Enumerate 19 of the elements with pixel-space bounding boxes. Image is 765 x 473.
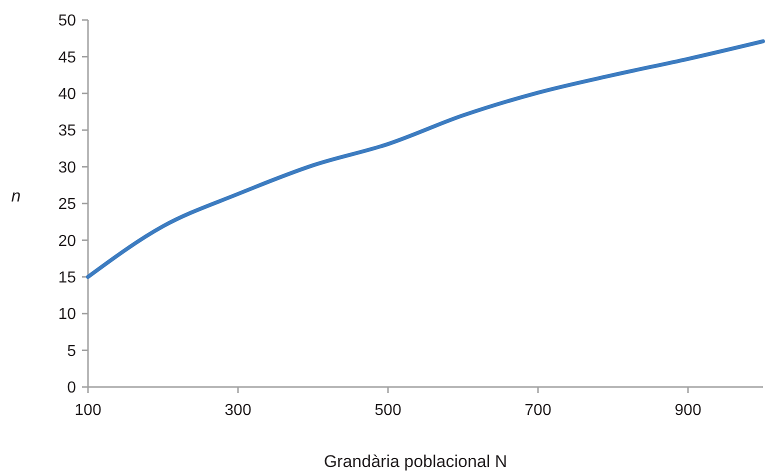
x-axis-title: Grandària poblacional N <box>324 452 508 471</box>
y-tick-label: 40 <box>58 86 76 103</box>
x-tick-label: 900 <box>674 402 702 419</box>
y-tick-label: 15 <box>58 270 76 286</box>
y-tick-label: 10 <box>58 306 76 324</box>
line-series <box>86 39 765 279</box>
y-tick-label: 50 <box>58 12 76 30</box>
x-tick-label: 300 <box>224 402 252 419</box>
y-axis-title: n <box>11 186 21 206</box>
y-tick-label: 35 <box>58 122 76 140</box>
y-tick-label: 5 <box>67 342 76 360</box>
y-tick-label: 0 <box>67 380 76 397</box>
x-tick-label: 500 <box>374 402 402 419</box>
x-tick-label: 100 <box>74 402 102 419</box>
x-tick-label: 700 <box>524 402 552 419</box>
y-tick-label: 25 <box>58 196 76 214</box>
y-tick-label: 30 <box>58 159 76 176</box>
y-tick-label: 45 <box>58 49 76 66</box>
y-tick-label: 20 <box>58 232 76 250</box>
